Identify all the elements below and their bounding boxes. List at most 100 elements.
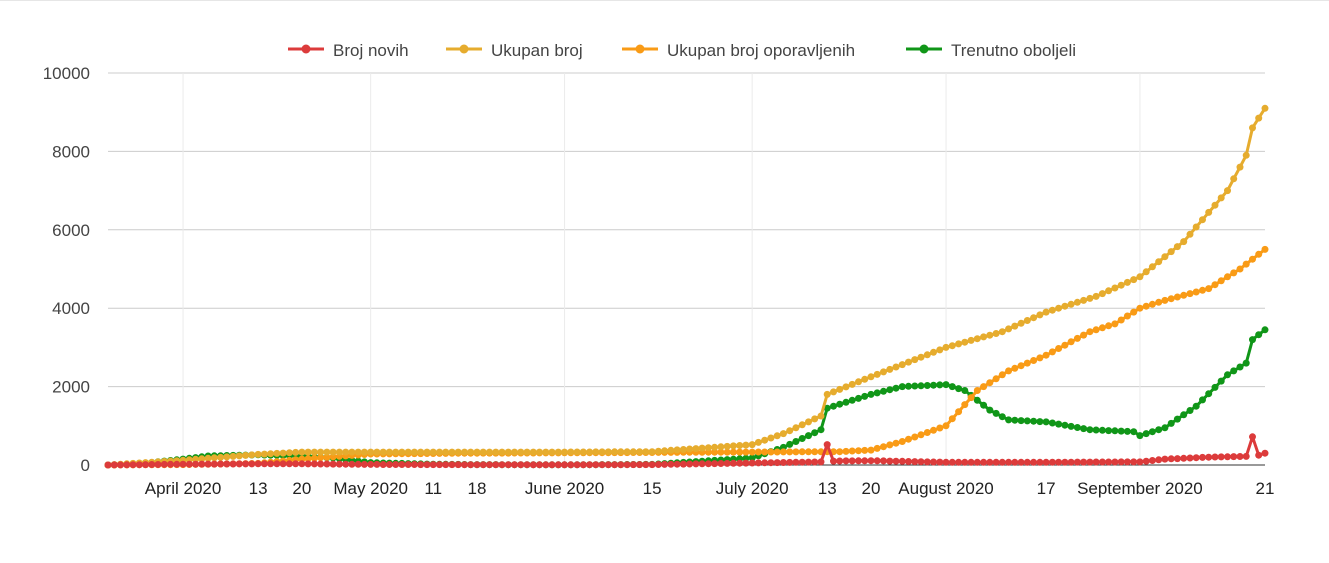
data-point[interactable] <box>1086 458 1094 466</box>
data-point[interactable] <box>423 448 431 456</box>
data-point[interactable] <box>511 448 518 456</box>
data-point[interactable] <box>1105 427 1113 435</box>
data-point[interactable] <box>830 457 837 465</box>
data-point[interactable] <box>536 448 543 456</box>
data-point[interactable] <box>692 445 700 453</box>
data-point[interactable] <box>729 448 737 456</box>
data-point[interactable] <box>636 461 644 469</box>
data-point[interactable] <box>579 461 587 469</box>
data-point[interactable] <box>855 378 862 386</box>
data-point[interactable] <box>542 461 550 469</box>
data-point[interactable] <box>998 413 1006 421</box>
data-point[interactable] <box>1249 336 1256 344</box>
data-point[interactable] <box>648 461 656 469</box>
data-point[interactable] <box>836 448 844 456</box>
data-point[interactable] <box>1073 334 1081 342</box>
data-point[interactable] <box>392 448 400 456</box>
data-point[interactable] <box>711 448 719 456</box>
data-point[interactable] <box>1005 416 1013 424</box>
data-point[interactable] <box>836 385 844 393</box>
data-point[interactable] <box>905 358 912 366</box>
data-point[interactable] <box>667 446 675 454</box>
data-point[interactable] <box>317 454 325 462</box>
data-point[interactable] <box>1105 458 1113 466</box>
data-point[interactable] <box>886 365 894 373</box>
data-point[interactable] <box>1030 417 1038 425</box>
data-point[interactable] <box>285 460 293 468</box>
data-point[interactable] <box>1130 428 1138 436</box>
data-point[interactable] <box>310 460 318 468</box>
data-point[interactable] <box>1167 419 1175 427</box>
data-point[interactable] <box>873 389 881 397</box>
data-point[interactable] <box>1073 298 1081 306</box>
data-point[interactable] <box>754 459 762 467</box>
data-point[interactable] <box>285 449 293 457</box>
data-point[interactable] <box>1136 273 1144 281</box>
data-point[interactable] <box>792 424 800 432</box>
data-point[interactable] <box>304 455 312 463</box>
data-point[interactable] <box>1217 453 1225 461</box>
data-point[interactable] <box>310 448 318 456</box>
data-point[interactable] <box>861 446 869 454</box>
data-point[interactable] <box>1148 263 1156 271</box>
data-point[interactable] <box>792 448 800 456</box>
data-point[interactable] <box>1098 458 1106 466</box>
data-point[interactable] <box>754 438 762 446</box>
data-point[interactable] <box>1249 433 1256 441</box>
data-point[interactable] <box>1173 293 1181 301</box>
data-point[interactable] <box>923 351 931 359</box>
data-point[interactable] <box>567 461 575 469</box>
data-point[interactable] <box>623 448 631 456</box>
data-point[interactable] <box>442 461 450 469</box>
data-point[interactable] <box>892 439 900 447</box>
data-point[interactable] <box>1161 296 1169 304</box>
data-point[interactable] <box>1136 304 1144 312</box>
data-point[interactable] <box>504 448 512 456</box>
data-point[interactable] <box>198 460 206 468</box>
data-point[interactable] <box>323 448 331 456</box>
data-point[interactable] <box>1123 312 1131 320</box>
data-point[interactable] <box>1086 328 1094 336</box>
data-point[interactable] <box>254 450 262 458</box>
data-point[interactable] <box>1242 260 1250 268</box>
data-point[interactable] <box>886 457 894 465</box>
data-point[interactable] <box>992 375 1000 383</box>
data-point[interactable] <box>1036 311 1044 319</box>
data-point[interactable] <box>923 458 931 466</box>
data-point[interactable] <box>1080 425 1088 433</box>
data-point[interactable] <box>867 373 875 381</box>
data-point[interactable] <box>260 450 268 458</box>
data-point[interactable] <box>523 448 531 456</box>
data-point[interactable] <box>898 383 906 391</box>
data-point[interactable] <box>704 460 712 468</box>
data-point[interactable] <box>1011 416 1019 424</box>
data-point[interactable] <box>1236 363 1244 371</box>
data-point[interactable] <box>223 460 231 468</box>
data-point[interactable] <box>942 343 950 351</box>
data-point[interactable] <box>611 461 619 469</box>
data-point[interactable] <box>1242 452 1250 460</box>
data-point[interactable] <box>742 448 750 456</box>
data-point[interactable] <box>798 421 806 429</box>
data-point[interactable] <box>448 461 456 469</box>
data-point[interactable] <box>1005 367 1013 375</box>
data-point[interactable] <box>898 457 906 465</box>
data-point[interactable] <box>848 447 856 455</box>
data-point[interactable] <box>561 448 568 456</box>
data-point[interactable] <box>855 394 862 402</box>
data-point[interactable] <box>248 460 256 468</box>
data-point[interactable] <box>454 448 462 456</box>
data-point[interactable] <box>848 396 856 404</box>
data-point[interactable] <box>761 436 769 444</box>
data-point[interactable] <box>579 448 587 456</box>
data-point[interactable] <box>235 460 243 468</box>
data-point[interactable] <box>304 460 312 468</box>
data-point[interactable] <box>1173 243 1181 251</box>
data-point[interactable] <box>967 336 975 344</box>
data-point[interactable] <box>648 448 656 456</box>
data-point[interactable] <box>867 457 875 465</box>
data-point[interactable] <box>561 461 568 469</box>
data-point[interactable] <box>873 370 881 378</box>
data-point[interactable] <box>717 460 725 467</box>
data-point[interactable] <box>1236 163 1244 171</box>
